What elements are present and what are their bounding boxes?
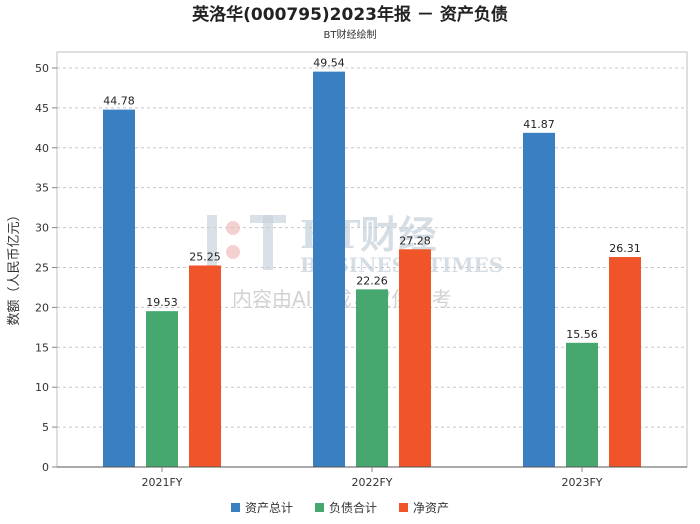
- legend-swatch: [231, 503, 240, 512]
- y-tick-label: 5: [42, 421, 49, 434]
- x-tick-label: 2021FY: [141, 476, 182, 489]
- bar: [609, 257, 641, 467]
- watermark-logo-icon: [207, 215, 286, 270]
- y-tick-label: 15: [35, 341, 49, 354]
- data-labels: 44.78 19.53 25.25 49.54 22.26 27.28 41.87 15.56…: [103, 57, 641, 341]
- y-tick-label: 45: [35, 102, 49, 115]
- data-label: 15.56: [566, 328, 598, 341]
- data-label: 19.53: [146, 296, 178, 309]
- data-label: 41.87: [523, 118, 555, 131]
- bar: [313, 71, 345, 467]
- y-axis-label: 数额（人民币亿元）: [7, 208, 22, 325]
- x-tick-label: 2022FY: [351, 476, 392, 489]
- chart-title: 英洛华(000795)2023年报 － 资产负债: [192, 4, 508, 25]
- bars: [103, 71, 641, 467]
- data-label: 22.26: [356, 274, 388, 287]
- y-tick-label: 50: [35, 62, 49, 75]
- bar: [399, 249, 431, 467]
- data-label: 27.28: [399, 234, 431, 247]
- legend-label: 净资产: [413, 501, 449, 515]
- bar: [356, 289, 388, 467]
- y-tick-label: 0: [42, 461, 49, 474]
- legend-label: 负债合计: [329, 500, 377, 515]
- bar: [146, 311, 178, 467]
- data-label: 44.78: [103, 95, 135, 108]
- bar: [189, 265, 221, 467]
- y-tick-label: 10: [35, 381, 49, 394]
- y-tick-label: 35: [35, 182, 49, 195]
- y-tick-label: 30: [35, 222, 49, 235]
- x-tick-label: 2023FY: [561, 476, 602, 489]
- data-label: 49.54: [313, 57, 345, 70]
- bar: [523, 132, 555, 467]
- data-label: 25.25: [189, 250, 221, 263]
- y-tick-label: 20: [35, 301, 49, 314]
- legend-label: 资产总计: [245, 501, 293, 515]
- data-label: 26.31: [609, 242, 641, 255]
- legend-swatch: [399, 503, 408, 512]
- axes: 0 5 10 15 20 25 30 35 40 45 50 2021FY 2022FY 2023FY: [35, 51, 688, 489]
- chart-subtitle: BT财经绘制: [324, 28, 377, 41]
- bar: [103, 109, 135, 467]
- bar: [566, 342, 598, 467]
- y-tick-label: 40: [35, 142, 49, 155]
- legend-swatch: [315, 503, 324, 512]
- y-tick-label: 25: [35, 261, 49, 274]
- legend: 资产总计 负债合计 净资产: [231, 500, 449, 515]
- watermark: BT财经 BUSINESS TIMES 内容由AI生成，仅供参考: [207, 212, 503, 311]
